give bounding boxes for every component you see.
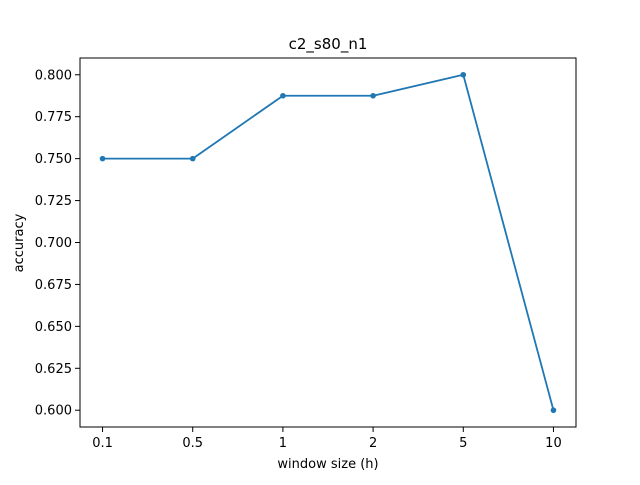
y-tick-label: 0.750 xyxy=(35,152,72,167)
axis-ticks: 0.1 0.5 1 2 5 10 0.600 0.625 0.650 0.675 0.700 0.72… xyxy=(35,68,562,451)
y-tick-label: 0.650 xyxy=(35,320,72,335)
y-tick-label: 0.800 xyxy=(35,68,72,83)
x-tick-label: 0.1 xyxy=(92,436,113,451)
x-axis-label: window size (h) xyxy=(277,457,378,472)
plot-frame xyxy=(79,57,577,428)
y-tick-label: 0.725 xyxy=(35,194,72,209)
data-point-marker xyxy=(280,92,286,99)
x-tick-label: 1 xyxy=(279,436,287,451)
y-tick-label: 0.600 xyxy=(35,404,72,419)
series-line xyxy=(102,73,555,411)
y-tick-label: 0.625 xyxy=(35,362,72,377)
y-tick-label: 0.675 xyxy=(35,278,72,293)
series-group xyxy=(99,71,557,414)
y-tick-label: 0.700 xyxy=(35,236,72,251)
x-tick-label: 10 xyxy=(545,436,562,451)
data-point-marker xyxy=(99,155,106,162)
data-point-marker xyxy=(460,71,467,78)
x-tick-label: 2 xyxy=(369,436,377,451)
y-tick-label: 0.775 xyxy=(35,110,72,125)
data-point-marker xyxy=(550,407,557,414)
data-point-marker xyxy=(370,92,376,99)
chart-title: c2_s80_n1 xyxy=(289,35,368,54)
data-point-marker xyxy=(189,155,196,162)
x-tick-label: 0.5 xyxy=(182,436,203,451)
y-axis-label: accuracy xyxy=(12,213,27,272)
x-tick-label: 5 xyxy=(459,436,467,451)
